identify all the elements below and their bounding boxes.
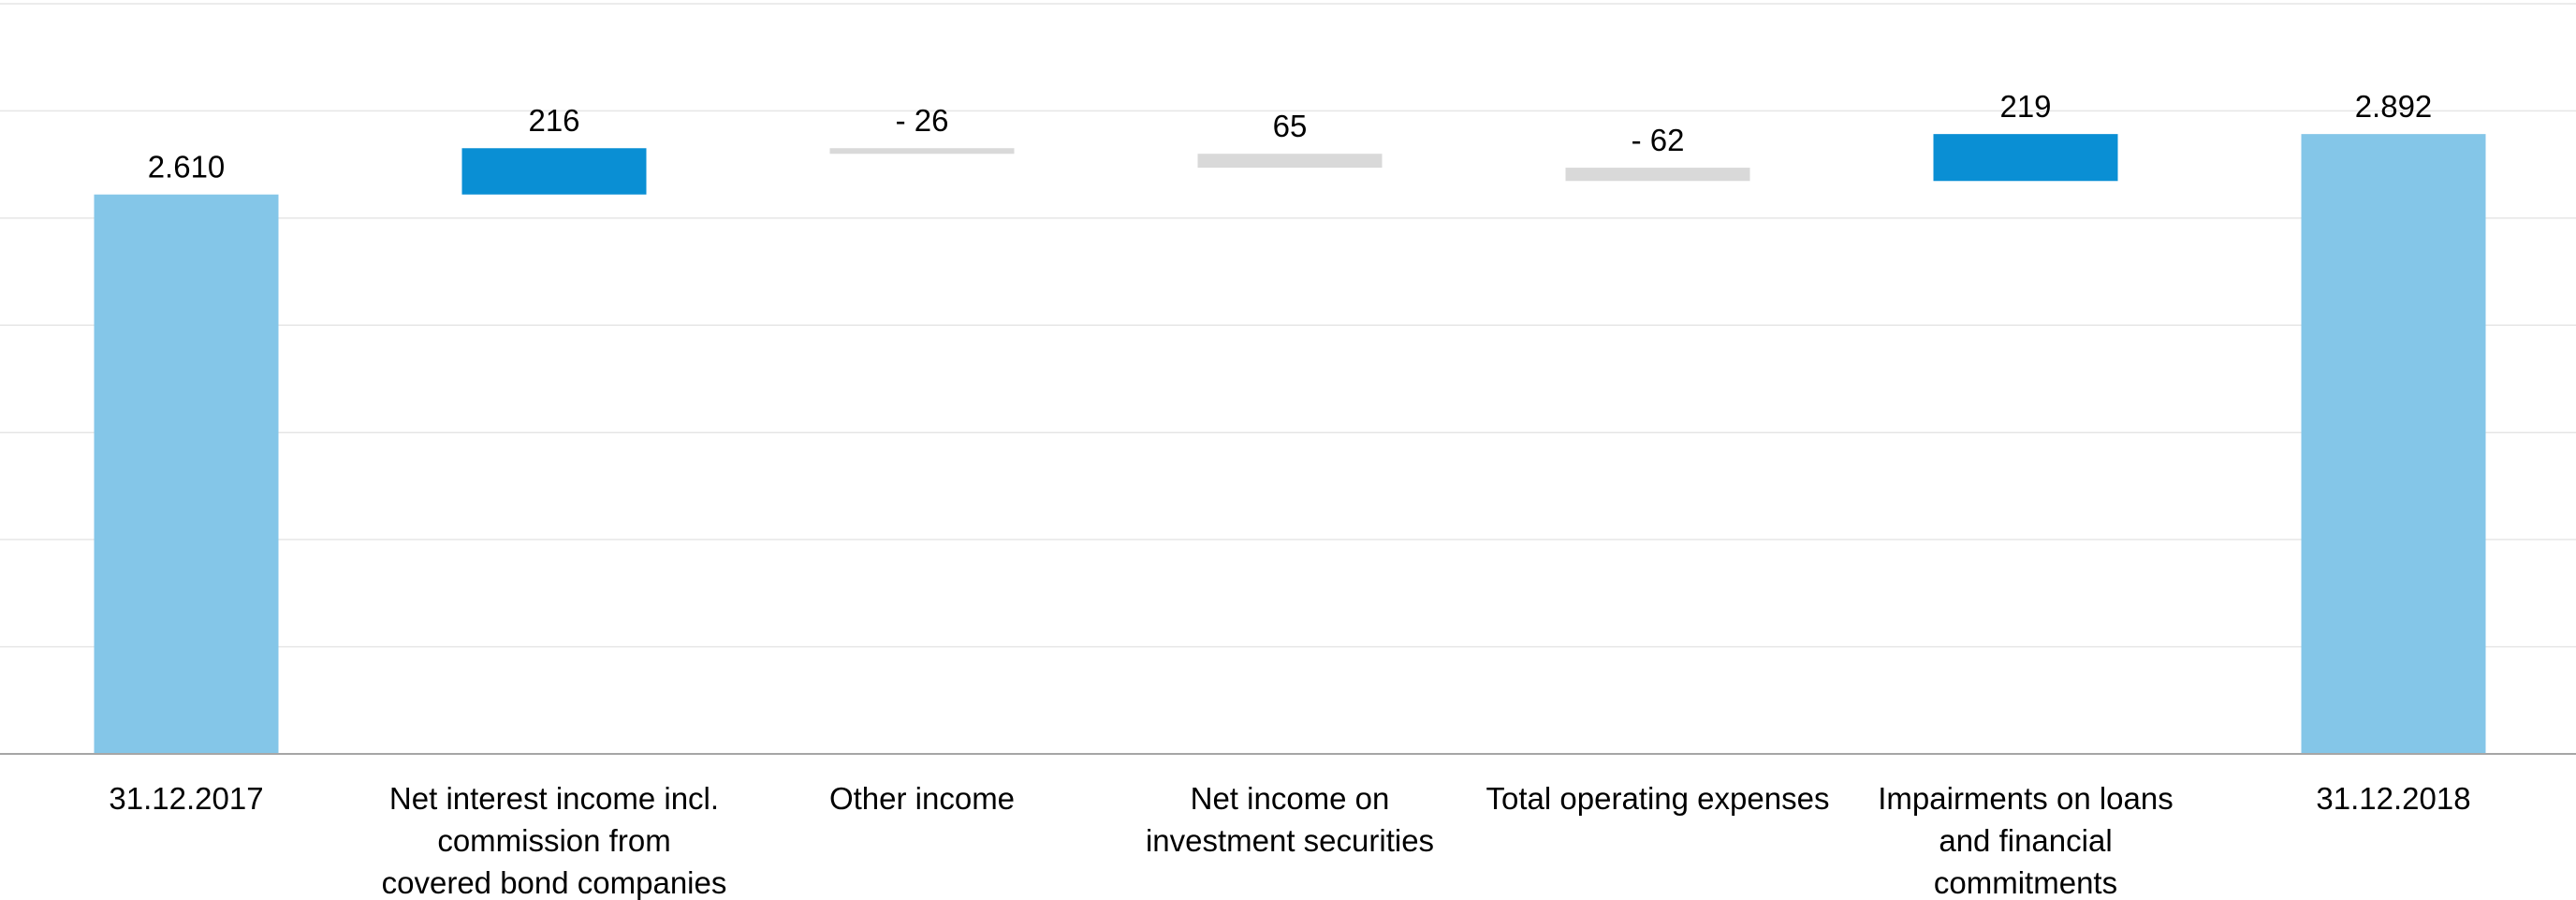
bar-decrease [829, 148, 1015, 155]
category-label: 31.12.2018 [2316, 781, 2470, 816]
category-label-line: Net interest income incl. [389, 781, 719, 816]
gridlines [0, 3, 2576, 648]
bar-total [94, 194, 279, 754]
bars [94, 134, 2486, 754]
category-label-line: commission from [437, 823, 670, 858]
bar-increase [1933, 134, 2118, 182]
category-label: Impairments on loans and financial commitm… [1878, 781, 2173, 900]
category-label: Net income on investment securities [1146, 781, 1434, 858]
bar-total [2301, 134, 2486, 754]
category-label: Net interest income incl. commission from… [382, 781, 727, 900]
category-label-line: investment securities [1146, 823, 1434, 858]
data-labels: 2.610 216 - 26 65 - 62 219 2.892 [148, 89, 2433, 184]
category-label-line: commitments [1934, 865, 2117, 900]
bar-decrease [1565, 168, 1750, 182]
data-label: 219 [1999, 89, 2051, 124]
category-label-line: Impairments on loans [1878, 781, 2173, 816]
category-label-line: 31.12.2017 [109, 781, 263, 816]
data-label: 2.610 [148, 150, 226, 184]
category-label-line: Other income [829, 781, 1015, 816]
category-label-line: 31.12.2018 [2316, 781, 2470, 816]
category-label-line: Net income on [1191, 781, 1390, 816]
category-label: Total operating expenses [1486, 781, 1830, 816]
data-label: - 26 [896, 103, 949, 138]
category-label: 31.12.2017 [109, 781, 263, 816]
data-label: - 62 [1632, 123, 1685, 157]
data-label: 216 [528, 103, 579, 138]
data-label: 65 [1273, 109, 1308, 143]
category-labels: 31.12.2017 Net interest income incl. commi… [109, 781, 2470, 900]
category-label: Other income [829, 781, 1015, 816]
data-label: 2.892 [2355, 89, 2433, 124]
category-label-line: and financial [1939, 823, 2112, 858]
category-label-line: covered bond companies [382, 865, 727, 900]
category-label-line: Total operating expenses [1486, 781, 1830, 816]
bar-increase [1197, 154, 1383, 169]
bar-increase [461, 148, 647, 195]
